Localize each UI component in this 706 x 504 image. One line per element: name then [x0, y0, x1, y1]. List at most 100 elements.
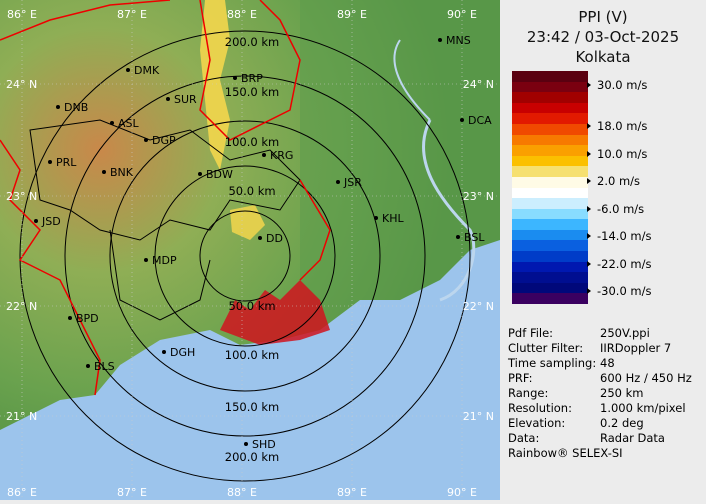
range-ring-label: 150.0 km: [225, 85, 279, 99]
velocity-scale-label: -6.0 m/s: [587, 202, 644, 216]
range-ring-label: 50.0 km: [228, 184, 275, 198]
city-dot: [144, 258, 148, 262]
range-ring: [109, 120, 381, 392]
parameter-key: Range:: [508, 386, 549, 400]
city-dot: [460, 118, 464, 122]
color-scale-swatch: [512, 176, 588, 188]
city-dot: [48, 160, 52, 164]
color-scale-swatch: [512, 145, 588, 157]
latitude-labels-right: 24° N 23° N 22° N 21° N: [463, 78, 494, 423]
bay-of-bengal: [0, 240, 500, 500]
parameter-key: PRF:: [508, 371, 533, 385]
scan-parameter-row: PRF: 600 Hz / 450 Hz: [508, 371, 692, 385]
radar-map-canvas: 86° E 87° E 88° E 89° E 90° E 86° E 87° E 88° …: [0, 0, 500, 500]
city-label: SUR: [174, 93, 197, 106]
range-ring-labels: 200.0 km 150.0 km 100.0 km 50.0 km 50.0 km 10…: [225, 35, 279, 464]
longitude-label: 89° E: [337, 486, 367, 499]
velocity-scale-label: -22.0 m/s: [587, 257, 651, 271]
scan-parameter-row: Elevation: 0.2 deg: [508, 416, 644, 430]
range-ring-label: 100.0 km: [225, 348, 279, 362]
city-label: DD: [266, 232, 283, 245]
longitude-label: 89° E: [337, 8, 367, 21]
radar-map[interactable]: 86° E 87° E 88° E 89° E 90° E 86° E 87° E 88° …: [0, 0, 500, 500]
tick-marker-icon: [587, 206, 591, 212]
city-dot: [110, 121, 114, 125]
city-dot: [162, 350, 166, 354]
color-scale-swatch: [512, 261, 588, 273]
longitude-label: 86° E: [7, 8, 37, 21]
river: [393, 39, 431, 121]
info-panel: PPI (V) 23:42 / 03-Oct-2025 Kolkata 30.0…: [500, 0, 706, 500]
color-scale-swatch: [512, 155, 588, 167]
longitude-labels-bottom: 86° E 87° E 88° E 89° E 90° E: [7, 486, 477, 499]
city-label: BLS: [94, 360, 115, 373]
lat-lon-grid: [0, 0, 500, 500]
river: [422, 119, 476, 302]
range-ring: [64, 75, 426, 437]
scan-parameter-row: Clutter Filter: IIRDoppler 7: [508, 341, 671, 355]
longitude-label: 87° E: [117, 486, 147, 499]
scan-parameter-row: Pdf File: 250V.ppi: [508, 326, 650, 340]
longitude-label: 86° E: [7, 486, 37, 499]
city-dot: [456, 235, 460, 239]
velocity-scale-label: 10.0 m/s: [587, 147, 647, 161]
product-title: PPI (V): [578, 8, 628, 26]
color-scale-swatch: [512, 198, 588, 210]
range-ring: [19, 30, 471, 482]
city-dot: [56, 105, 60, 109]
longitude-label: 88° E: [227, 486, 257, 499]
precip-cell-kolkata: [230, 205, 265, 240]
tick-marker-icon: [587, 288, 591, 294]
city-dot: [68, 316, 72, 320]
color-scale-swatch: [512, 282, 588, 294]
velocity-scale-label: 18.0 m/s: [587, 119, 647, 133]
city-label: MDP: [152, 254, 177, 267]
latitude-label: 21° N: [463, 410, 494, 423]
city-label: BNK: [110, 166, 134, 179]
parameter-value: Radar Data: [600, 431, 665, 445]
velocity-color-scale: [512, 71, 588, 305]
station-name: Kolkata: [575, 48, 631, 66]
parameter-value: 250V.ppi: [600, 326, 650, 340]
color-scale-swatch: [512, 81, 588, 93]
latitude-label: 23° N: [463, 190, 494, 203]
city-label: DMK: [134, 64, 160, 77]
city-label: MNS: [446, 34, 471, 47]
city-dot: [336, 180, 340, 184]
city-label: DCA: [468, 114, 492, 127]
color-scale-swatch: [512, 92, 588, 104]
scan-datetime: 23:42 / 03-Oct-2025: [526, 28, 680, 46]
color-scale-swatch: [512, 272, 588, 284]
color-scale-swatch: [512, 123, 588, 136]
color-scale-swatch: [512, 134, 588, 146]
parameter-key: Pdf File:: [508, 326, 554, 340]
velocity-scale-label: -14.0 m/s: [587, 229, 651, 243]
longitude-label: 88° E: [227, 8, 257, 21]
city-label: BPD: [76, 312, 99, 325]
tick-marker-icon: [587, 178, 591, 184]
city-label: PRL: [56, 156, 77, 169]
latitude-label: 22° N: [6, 300, 37, 313]
latitude-label: 23° N: [6, 190, 37, 203]
city-dot: [262, 153, 266, 157]
parameter-value: 0.2 deg: [600, 416, 644, 430]
latitude-labels-left: 24° N 23° N 22° N 21° N: [6, 78, 37, 423]
longitude-label: 90° E: [447, 8, 477, 21]
scan-parameter-row: Time sampling: 48: [508, 356, 615, 370]
velocity-scale-label: -30.0 m/s: [587, 284, 651, 298]
tick-marker-icon: [587, 261, 591, 267]
color-scale-swatch: [512, 187, 588, 199]
parameter-key: Data:: [508, 431, 540, 445]
parameter-key: Clutter Filter:: [508, 341, 584, 355]
scan-parameter-row: Range: 250 km: [508, 386, 643, 400]
range-rings: [19, 30, 471, 482]
parameter-key: Time sampling:: [508, 356, 597, 370]
range-ring-label: 200.0 km: [225, 450, 279, 464]
color-scale-swatch: [512, 71, 588, 83]
city-label: JSD: [41, 215, 61, 228]
latitude-label: 21° N: [6, 410, 37, 423]
city-dot: [144, 138, 148, 142]
tick-marker-icon: [587, 82, 591, 88]
range-ring-label: 200.0 km: [225, 35, 279, 49]
state-border: [0, 139, 101, 396]
